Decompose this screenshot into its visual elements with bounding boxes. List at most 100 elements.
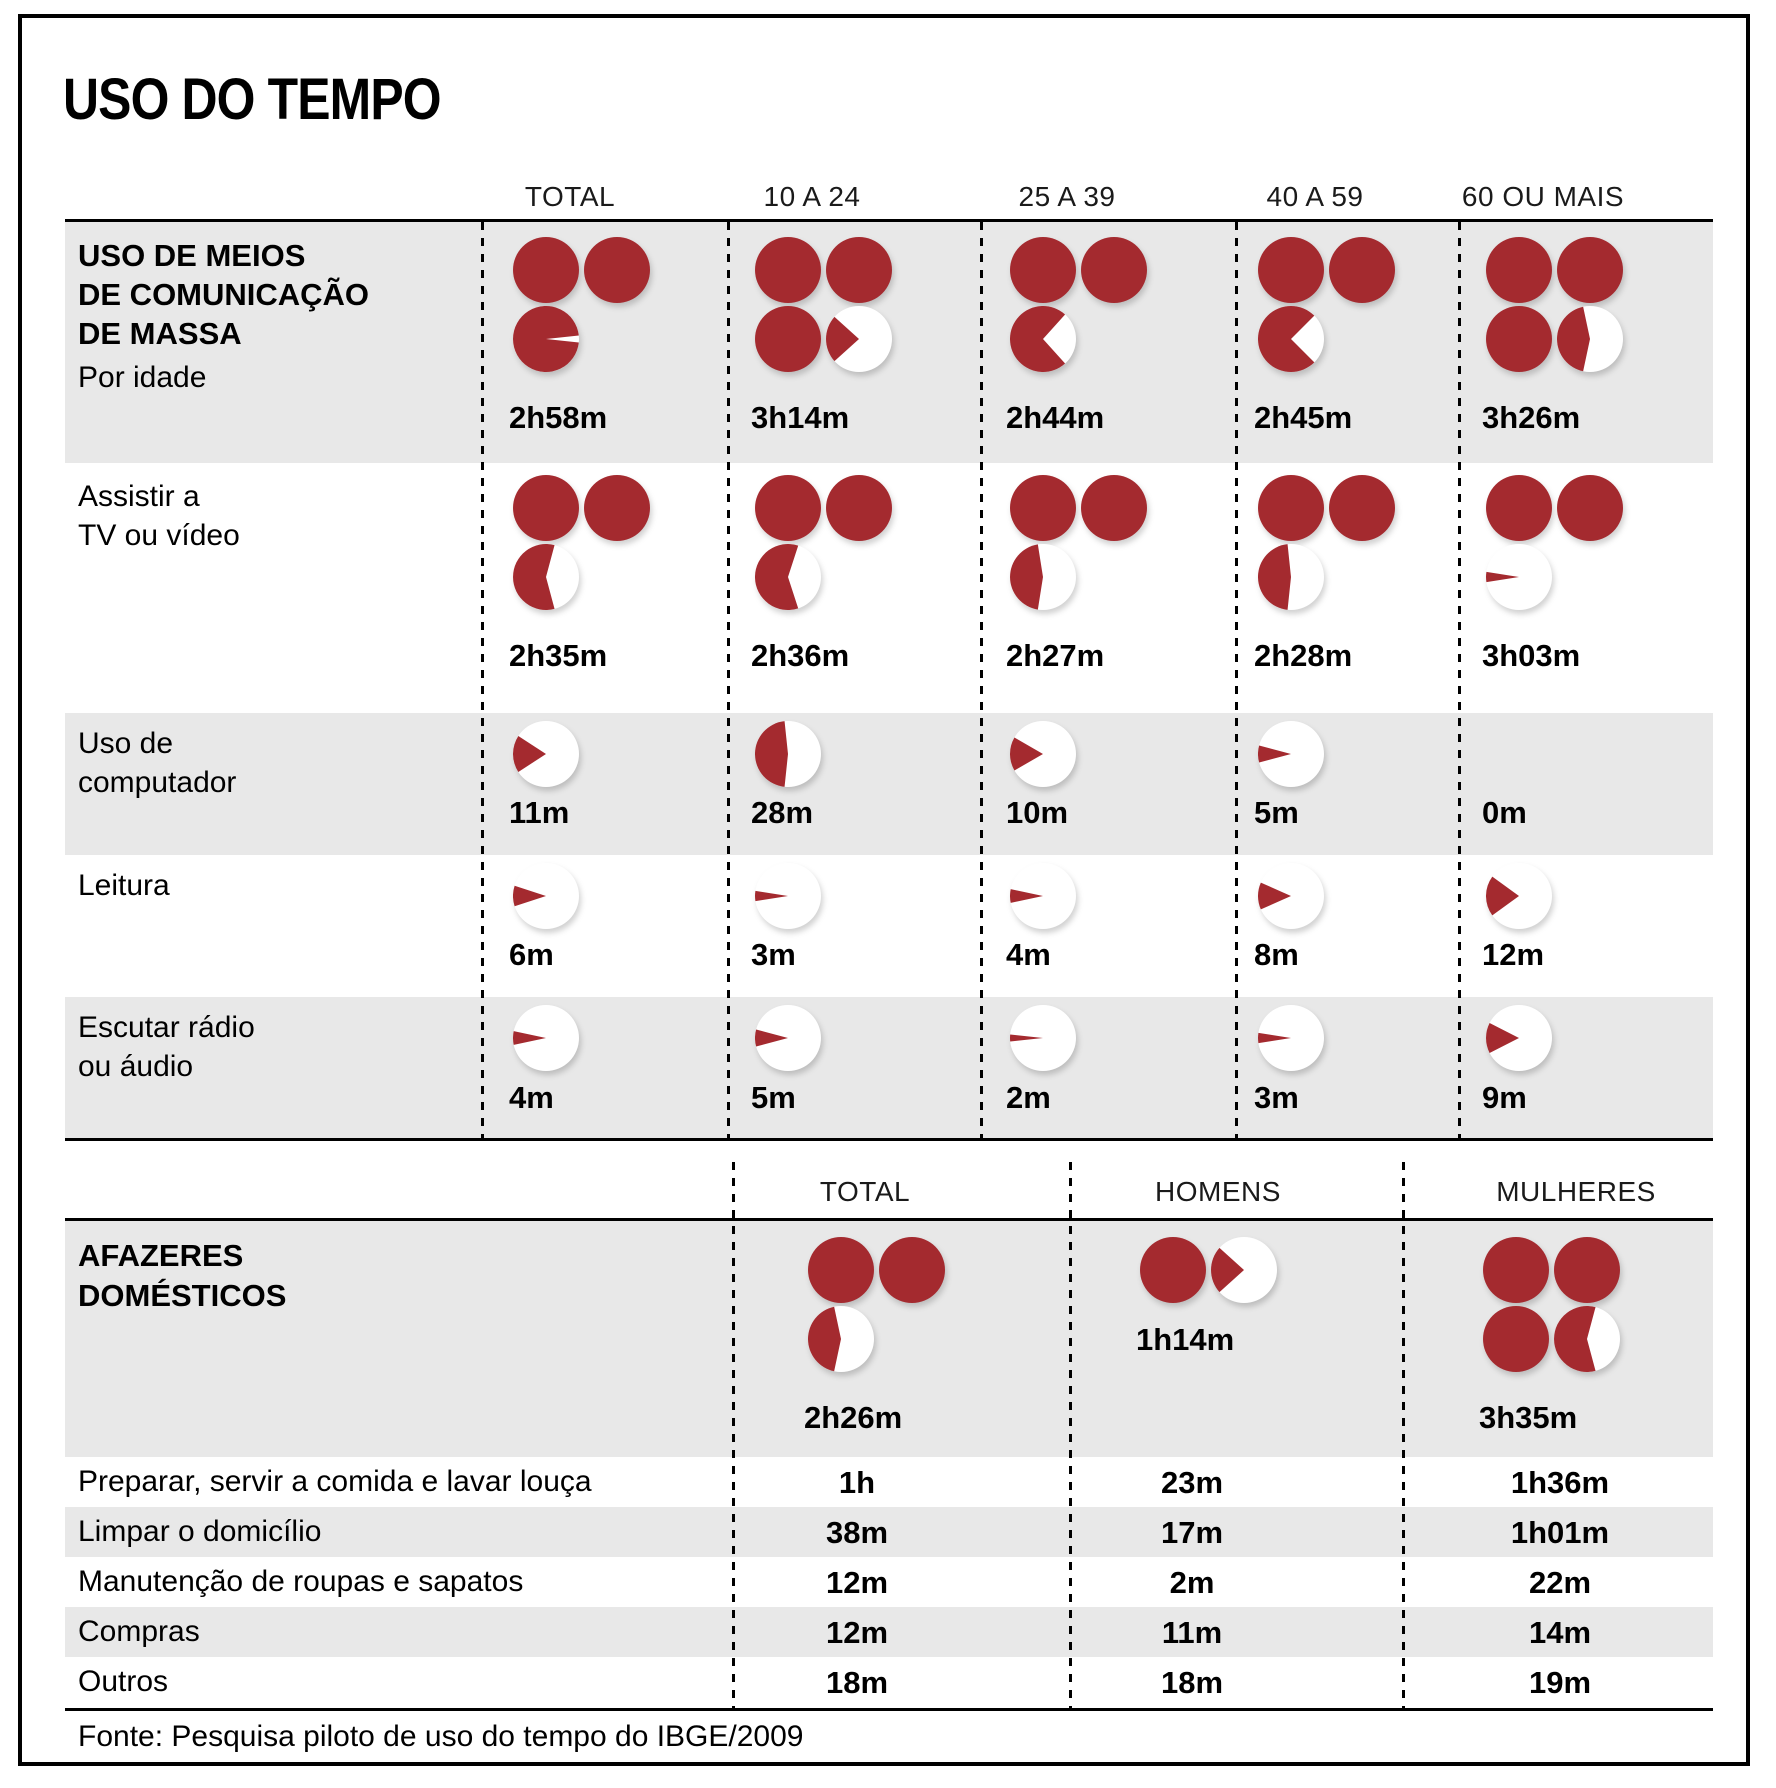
source-note: Fonte: Pesquisa piloto de uso do tempo d…	[78, 1720, 804, 1753]
table2-row-band	[65, 1607, 1713, 1657]
time-value: 3h03m	[1482, 638, 1581, 673]
time-value: 14m	[1528, 1615, 1592, 1650]
time-value: 2h45m	[1254, 400, 1353, 435]
section-label: AFAZERES	[78, 1238, 244, 1273]
table2-column-header: TOTAL	[819, 1176, 911, 1207]
full-hour-pie-icon	[1258, 475, 1324, 541]
row-label: Compras	[78, 1615, 200, 1648]
minutes-pie-icon	[1557, 306, 1623, 372]
time-value: 2h44m	[1006, 400, 1105, 435]
time-value: 2h27m	[1006, 638, 1105, 673]
table1-row-band	[65, 713, 1713, 855]
time-value: 0m	[1482, 795, 1527, 830]
time-value: 17m	[1160, 1515, 1224, 1550]
time-value: 4m	[509, 1080, 554, 1115]
full-hour-pie-icon	[584, 237, 650, 303]
table1-column-divider	[727, 222, 730, 1138]
row-label: Uso de	[78, 727, 174, 760]
full-hour-pie-icon	[1140, 1237, 1206, 1303]
time-value: 1h36m	[1510, 1465, 1610, 1500]
time-value: 1h	[838, 1465, 876, 1500]
full-hour-pie-icon	[1557, 237, 1623, 303]
table2-column-divider	[1069, 1162, 1072, 1708]
minutes-pie-icon	[1010, 1005, 1076, 1071]
full-hour-pie-icon	[826, 237, 892, 303]
row-label: Preparar, servir a comida e lavar louça	[78, 1465, 592, 1498]
time-value: 1h01m	[1510, 1515, 1610, 1550]
minutes-pie-icon	[1010, 544, 1076, 610]
row-label: USO DE MEIOS	[78, 238, 306, 273]
row-label: Outros	[78, 1665, 169, 1698]
full-hour-pie-icon	[584, 475, 650, 541]
row-label: Manutenção de roupas e sapatos	[78, 1565, 524, 1598]
time-value: 3h35m	[1479, 1400, 1578, 1435]
time-value: 3m	[1254, 1080, 1299, 1115]
time-value: 10m	[1006, 795, 1069, 830]
minutes-pie-icon	[1010, 306, 1076, 372]
table1-header-rule	[65, 219, 1713, 222]
table1-column-header: 60 OU MAIS	[1461, 181, 1625, 212]
full-hour-pie-icon	[1557, 475, 1623, 541]
full-hour-pie-icon	[1010, 237, 1076, 303]
time-value: 19m	[1528, 1665, 1592, 1700]
full-hour-pie-icon	[1081, 475, 1147, 541]
minutes-pie-icon	[1258, 544, 1324, 610]
time-value: 5m	[751, 1080, 796, 1115]
row-label: TV ou vídeo	[78, 519, 240, 552]
full-hour-pie-icon	[1486, 237, 1552, 303]
time-value: 5m	[1254, 795, 1299, 830]
row-label: Limpar o domicílio	[78, 1515, 322, 1548]
minutes-pie-icon	[755, 721, 821, 787]
row-label: DE MASSA	[78, 316, 242, 351]
time-value: 8m	[1254, 937, 1299, 972]
time-value: 2h58m	[509, 400, 608, 435]
row-label: computador	[78, 766, 237, 799]
border-frame	[18, 14, 1750, 1766]
time-value: 12m	[825, 1615, 889, 1650]
table1-column-divider	[1458, 222, 1461, 1138]
full-hour-pie-icon	[879, 1237, 945, 1303]
section-label: DOMÉSTICOS	[78, 1278, 287, 1313]
full-hour-pie-icon	[513, 475, 579, 541]
table2-column-divider	[1402, 1162, 1405, 1708]
time-value: 18m	[1160, 1665, 1224, 1700]
row-label: Escutar rádio	[78, 1011, 255, 1044]
time-value: 28m	[751, 795, 814, 830]
full-hour-pie-icon	[826, 475, 892, 541]
row-label: DE COMUNICAÇÃO	[78, 277, 370, 312]
full-hour-pie-icon	[755, 475, 821, 541]
row-label: Assistir a	[78, 480, 200, 513]
time-value: 3h14m	[751, 400, 850, 435]
time-value: 4m	[1006, 937, 1051, 972]
time-value: 22m	[1528, 1565, 1592, 1600]
full-hour-pie-icon	[1483, 1306, 1549, 1372]
row-sublabel: Por idade	[78, 361, 207, 394]
full-hour-pie-icon	[1329, 237, 1395, 303]
full-hour-pie-icon	[1258, 237, 1324, 303]
time-value: 6m	[509, 937, 554, 972]
minutes-pie-icon	[513, 1005, 579, 1071]
full-hour-pie-icon	[1329, 475, 1395, 541]
minutes-pie-icon	[1258, 863, 1324, 929]
table2-header-rule	[65, 1218, 1713, 1221]
time-value: 12m	[1482, 937, 1545, 972]
time-value: 9m	[1482, 1080, 1527, 1115]
time-value: 11m	[1161, 1615, 1223, 1650]
minutes-pie-icon	[1486, 1005, 1552, 1071]
minutes-pie-icon	[1010, 721, 1076, 787]
table1-column-divider	[1235, 222, 1238, 1138]
table1-column-divider	[980, 222, 983, 1138]
time-value: 2m	[1006, 1080, 1051, 1115]
full-hour-pie-icon	[1486, 475, 1552, 541]
table1-bottom-rule	[65, 1138, 1713, 1141]
time-value: 1h14m	[1136, 1322, 1235, 1357]
full-hour-pie-icon	[755, 306, 821, 372]
table1-column-header: 40 A 59	[1266, 181, 1364, 212]
minutes-pie-icon	[1258, 721, 1324, 787]
table1-column-header: 25 A 39	[1018, 181, 1116, 212]
time-value: 18m	[825, 1665, 889, 1700]
minutes-pie-icon	[1258, 306, 1324, 372]
time-value: 2m	[1169, 1565, 1215, 1600]
time-value: 3h26m	[1482, 400, 1581, 435]
